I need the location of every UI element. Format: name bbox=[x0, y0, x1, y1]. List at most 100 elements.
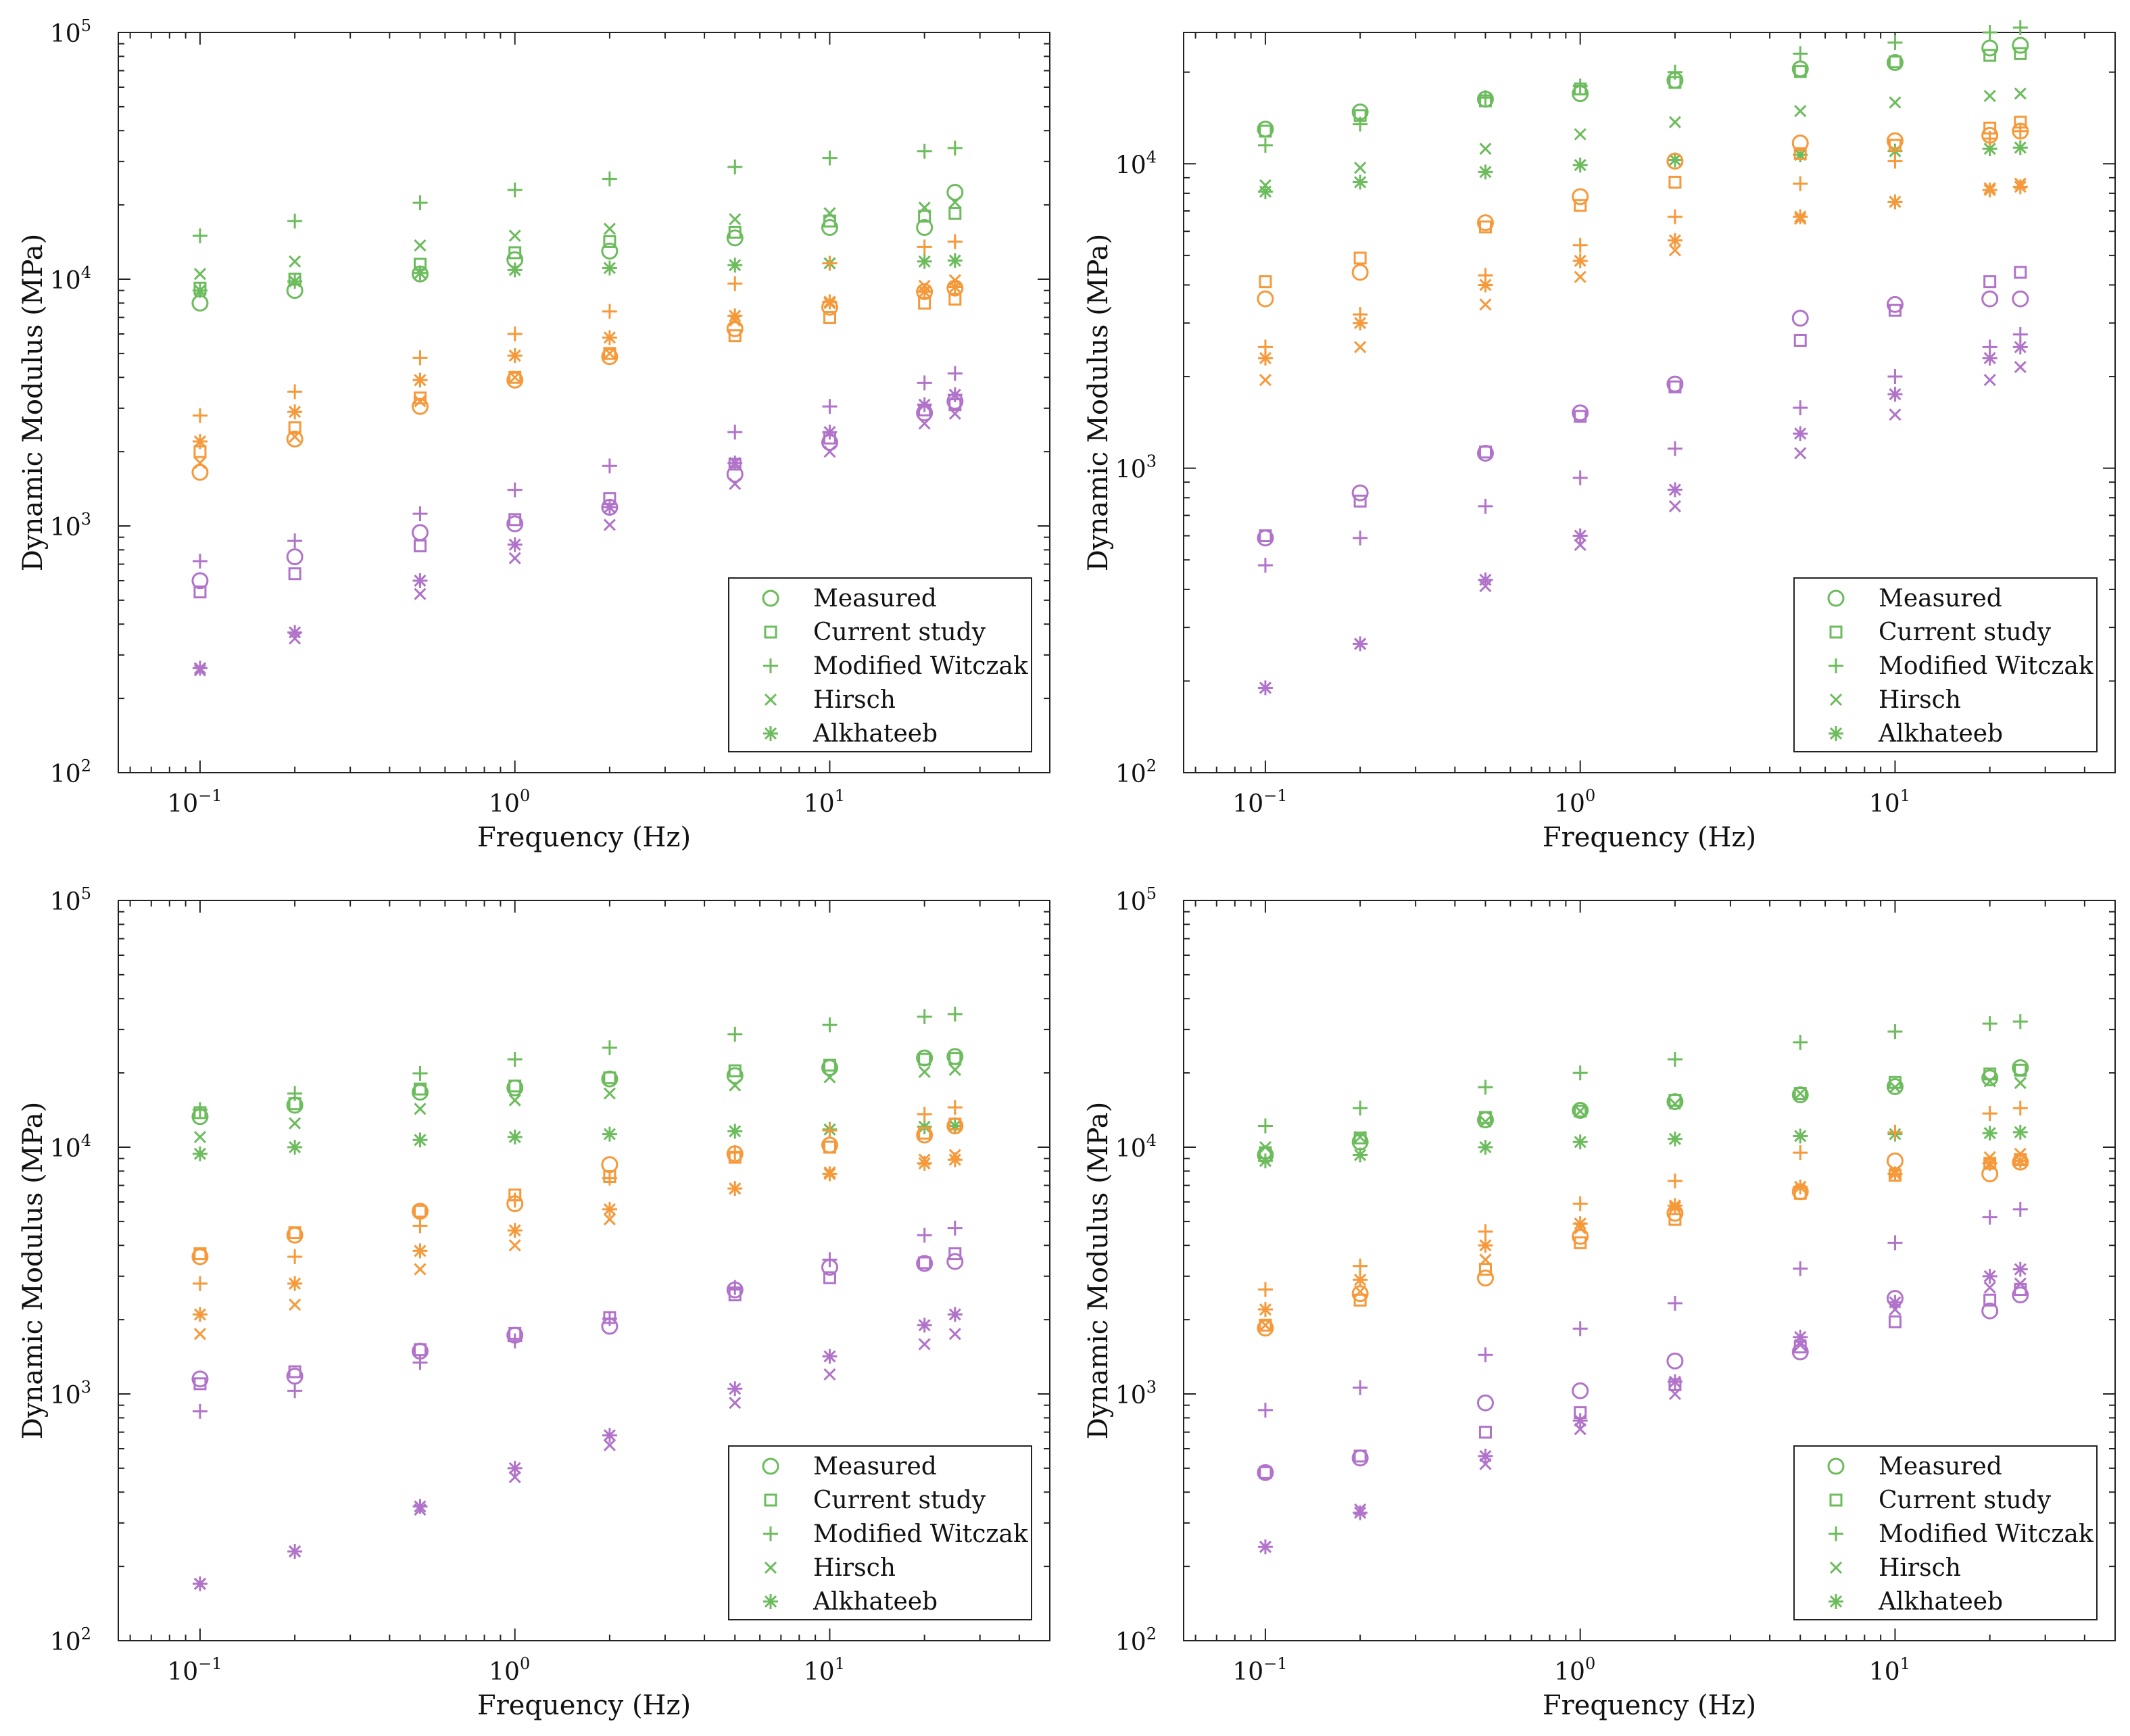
data-point bbox=[822, 150, 838, 166]
data-point bbox=[602, 260, 617, 276]
data-point bbox=[727, 276, 743, 291]
data-point bbox=[192, 1146, 208, 1161]
data-point bbox=[1479, 1253, 1492, 1266]
data-point bbox=[414, 587, 427, 600]
y-tick-label: 102 bbox=[1115, 756, 1157, 788]
y-tick-label: 105 bbox=[50, 884, 91, 916]
data-point bbox=[1353, 1272, 1368, 1288]
data-point bbox=[1476, 1270, 1494, 1287]
data-point bbox=[192, 1102, 208, 1117]
data-point bbox=[1259, 1140, 1272, 1154]
data-point bbox=[414, 395, 427, 408]
data-point bbox=[1259, 1318, 1272, 1332]
data-point bbox=[728, 226, 742, 239]
data-point bbox=[947, 1307, 963, 1322]
data-point bbox=[948, 1052, 962, 1065]
data-point bbox=[727, 308, 743, 324]
data-point bbox=[726, 229, 744, 247]
data-point bbox=[946, 1253, 964, 1270]
data-point bbox=[821, 219, 838, 237]
data-point bbox=[1478, 90, 1493, 105]
y-tick-label: 104 bbox=[1115, 1131, 1157, 1163]
data-point bbox=[1666, 152, 1684, 170]
data-point bbox=[1353, 116, 1368, 132]
data-point bbox=[287, 533, 303, 549]
data-point bbox=[414, 239, 427, 252]
data-point bbox=[193, 268, 206, 281]
data-point bbox=[917, 375, 932, 391]
data-point bbox=[1257, 184, 1273, 199]
x-tick-label: 100 bbox=[489, 1654, 530, 1686]
data-point bbox=[1981, 290, 1999, 308]
legend-label: Hirsch bbox=[813, 1554, 896, 1582]
data-point bbox=[411, 397, 429, 415]
data-point bbox=[1982, 1106, 1998, 1122]
data-point bbox=[1572, 1413, 1588, 1428]
data-point bbox=[1887, 1024, 1903, 1040]
data-point bbox=[1478, 445, 1492, 459]
legend-label: Measured bbox=[1879, 1453, 2002, 1480]
data-point bbox=[726, 1067, 744, 1084]
legend-label: Modified Witczak bbox=[813, 652, 1029, 680]
data-point bbox=[193, 585, 207, 599]
data-point bbox=[1888, 1315, 1902, 1328]
legend-marker bbox=[1829, 1561, 1843, 1574]
data-point bbox=[192, 408, 208, 423]
data-point bbox=[823, 1071, 836, 1084]
data-point bbox=[947, 387, 963, 403]
data-point bbox=[1793, 400, 1808, 416]
data-point bbox=[1982, 1155, 1998, 1171]
x-tick-label: 10−1 bbox=[167, 786, 222, 818]
legend-label: Modified Witczak bbox=[1879, 652, 2094, 680]
data-point bbox=[1257, 1539, 1273, 1555]
legend-marker bbox=[762, 1457, 779, 1475]
data-point bbox=[1257, 290, 1274, 308]
data-point bbox=[413, 1205, 427, 1218]
data-point bbox=[1257, 558, 1273, 573]
data-point bbox=[2014, 266, 2027, 279]
data-point bbox=[1983, 1067, 1997, 1081]
data-point bbox=[948, 1328, 961, 1341]
data-point bbox=[1793, 46, 1808, 62]
data-point bbox=[1667, 233, 1683, 248]
data-point bbox=[728, 329, 742, 343]
data-points bbox=[1257, 1014, 2029, 1555]
data-point bbox=[1667, 441, 1683, 456]
data-point bbox=[1667, 152, 1683, 168]
y-axis-label: Dynamic Modulus (MPa) bbox=[1083, 1102, 1114, 1439]
data-point bbox=[414, 1103, 427, 1115]
data-point bbox=[1257, 350, 1273, 366]
data-point bbox=[947, 1100, 963, 1115]
legend-box bbox=[1793, 577, 2098, 752]
legend: Measured Current study Modified Witczak Hir… bbox=[1793, 1445, 2098, 1620]
data-point bbox=[1353, 174, 1368, 190]
data-point bbox=[917, 143, 932, 159]
data-point bbox=[413, 539, 427, 553]
data-point bbox=[1982, 1209, 1998, 1225]
data-point bbox=[508, 229, 521, 242]
data-point bbox=[1572, 528, 1588, 544]
data-point bbox=[918, 210, 931, 223]
data-point bbox=[1257, 1464, 1274, 1481]
x-tick-label: 100 bbox=[1554, 1654, 1595, 1686]
data-point bbox=[947, 253, 963, 268]
data-point bbox=[948, 407, 961, 420]
data-point bbox=[1889, 408, 1902, 421]
plot-frame bbox=[118, 32, 1050, 773]
data-point bbox=[1478, 1426, 1492, 1439]
legend-label: Measured bbox=[1879, 585, 2002, 612]
data-point bbox=[823, 311, 836, 324]
data-point bbox=[2014, 360, 2027, 373]
data-point bbox=[1478, 1263, 1492, 1276]
data-point bbox=[1353, 251, 1367, 265]
x-axis-label: Frequency (Hz) bbox=[477, 1690, 691, 1721]
x-tick-label: 10−1 bbox=[1232, 1654, 1287, 1686]
data-point bbox=[1257, 1302, 1273, 1318]
data-point bbox=[917, 1155, 932, 1171]
data-point bbox=[1794, 447, 1807, 460]
data-point bbox=[1354, 1130, 1367, 1143]
data-point bbox=[1668, 244, 1681, 257]
data-point bbox=[947, 1220, 963, 1236]
plot-frame bbox=[1183, 900, 2116, 1641]
data-point bbox=[918, 1338, 931, 1351]
